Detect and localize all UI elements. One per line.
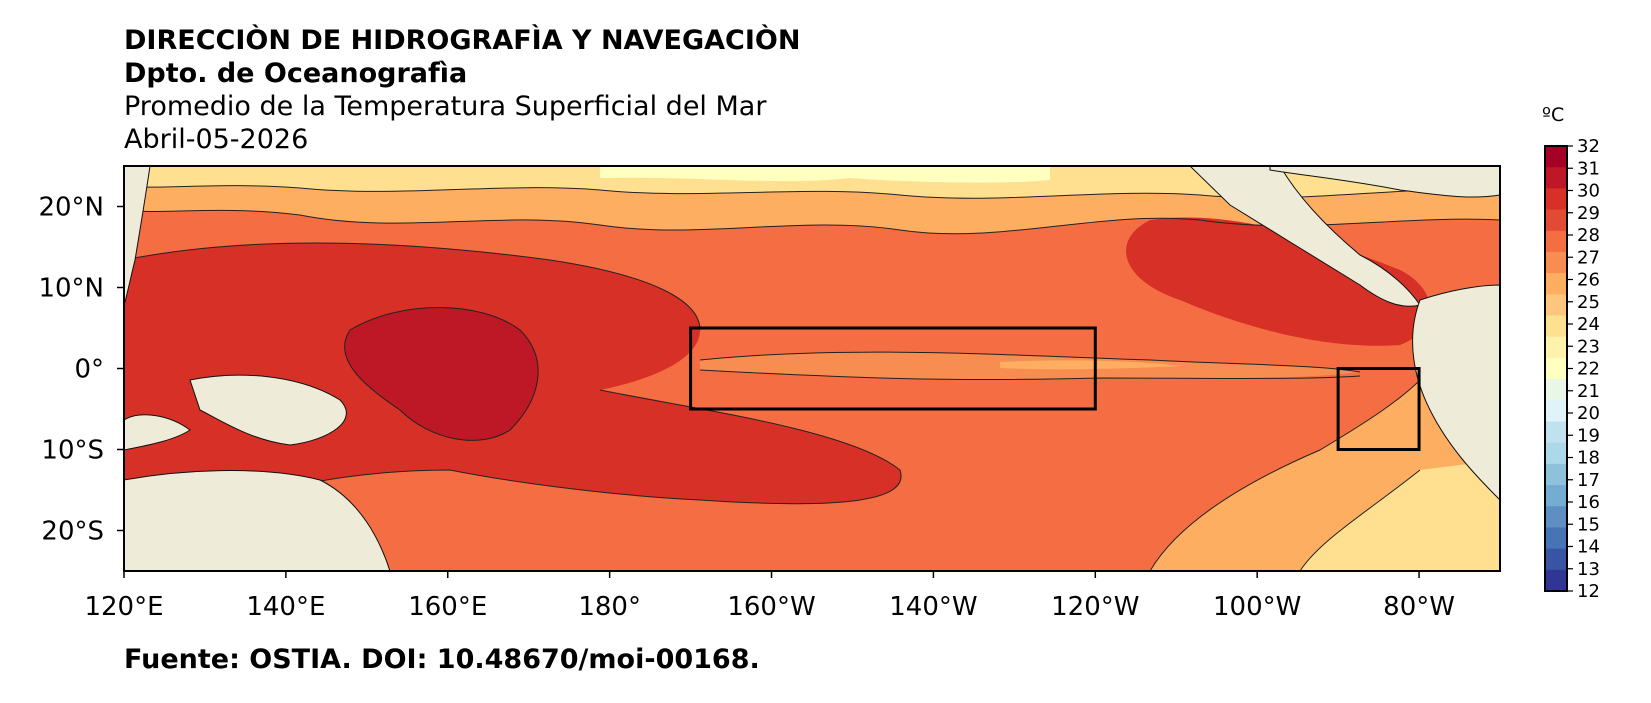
colorbar-segment [1545,379,1567,401]
lon-tick-label: 100°W [1213,592,1301,622]
latitude-ticks: 20°N 10°N 0° 10°S 20°S [38,193,124,547]
land-caribbean-north [1269,166,1500,198]
lon-tick-label: 120°W [1051,592,1139,622]
colorbar-segment [1545,273,1567,295]
colorbar-segment [1545,357,1567,380]
agency-title: DIRECCIÒN DE HIDROGRAFÌA Y NAVEGACIÒN [124,25,801,56]
colorbar: 3231302928272625242322212019181716151413… [1544,136,1600,602]
colorbar-segment [1545,463,1567,486]
lat-tick-label: 10°S [41,436,104,466]
colorbar-segment [1545,315,1567,338]
map-title: Promedio de la Temperatura Superficial d… [124,91,767,122]
colorbar-segment [1545,485,1567,507]
colorbar-tick-label: 16 [1577,492,1600,513]
land-south-america [1412,284,1500,501]
longitude-ticks: 120°E 140°E 160°E 180° 160°W 140°W 120°W 100°W 8… [84,571,1455,622]
header: DIRECCIÒN DE HIDROGRAFÌA Y NAVEGACIÒN Dp… [124,24,800,156]
colorbar-unit: ºC [1542,104,1565,126]
colorbar-tick-label: 28 [1577,225,1600,246]
lon-tick-label: 180° [578,592,641,622]
colorbar-segment [1545,442,1567,465]
colorbar-tick-label: 27 [1577,247,1600,268]
data-source: Fuente: OSTIA. DOI: 10.48670/moi-00168. [124,644,760,675]
colorbar-tick-label: 24 [1577,314,1600,335]
sst-east-warm [1126,217,1430,346]
lon-tick-label: 160°E [408,592,487,622]
colorbar-tick-label: 17 [1577,470,1600,491]
land-philippines [124,166,151,306]
colorbar-segment [1545,336,1567,359]
lat-tick-label: 20°S [41,517,104,547]
colorbar-segment [1545,421,1567,444]
map-date: Abril-05-2026 [124,124,309,155]
colorbar-segment [1545,400,1567,422]
colorbar-segment [1545,188,1567,211]
land-new-guinea [189,374,347,446]
colorbar-segment [1545,167,1567,189]
colorbar-tick-label: 29 [1577,203,1600,224]
colorbar-tick-label: 15 [1577,514,1600,535]
land-masses [124,166,1500,571]
lat-tick-label: 20°N [38,193,104,223]
colorbar-segment [1545,294,1567,317]
sst-se-band-24 [1300,460,1500,571]
colorbar-tick-label: 19 [1577,425,1600,446]
lon-tick-label: 160°W [727,592,815,622]
colorbar-tick-label: 13 [1577,559,1600,580]
lon-tick-label: 80°W [1383,592,1455,622]
colorbar-tick-label: 12 [1577,581,1600,602]
lon-tick-label: 120°E [84,592,163,622]
index-boxes [689,326,1421,451]
land-australia [124,470,391,571]
colorbar-tick-label: 31 [1577,158,1600,179]
land-indonesia [124,414,191,451]
lon-tick-label: 140°E [246,592,325,622]
colorbar-tick-label: 30 [1577,181,1600,202]
colorbar-segment [1545,527,1567,550]
colorbar-segment [1545,569,1567,592]
nino34-box [689,326,1097,411]
colorbar-segment [1545,209,1567,232]
colorbar-tick-label: 25 [1577,292,1600,313]
colorbar-segment [1545,230,1567,253]
sst-cold-core [1000,360,1180,370]
colorbar-segment [1545,506,1567,528]
sst-band-30 [344,307,539,441]
colorbar-tick-label: 21 [1577,381,1600,402]
lon-tick-label: 140°W [889,592,977,622]
colorbar-segment [1545,251,1567,274]
colorbar-segment [1545,548,1567,571]
lat-tick-label: 10°N [38,274,104,304]
sst-band-24 [124,166,1500,199]
department-title: Dpto. de Oceanografìa [124,58,468,89]
colorbar-tick-label: 14 [1577,537,1600,558]
colorbar-tick-label: 26 [1577,270,1600,291]
colorbar-tick-label: 18 [1577,448,1600,469]
colorbar-tick-label: 32 [1577,136,1600,157]
colorbar-segment [1545,146,1567,168]
map-area [124,166,1500,571]
lat-tick-label: 0° [74,355,104,385]
nino12-box [1336,367,1421,451]
colorbar-tick-label: 22 [1577,359,1600,380]
colorbar-tick-label: 20 [1577,403,1600,424]
colorbar-tick-label: 23 [1577,336,1600,357]
sst-band-22 [600,166,1050,183]
